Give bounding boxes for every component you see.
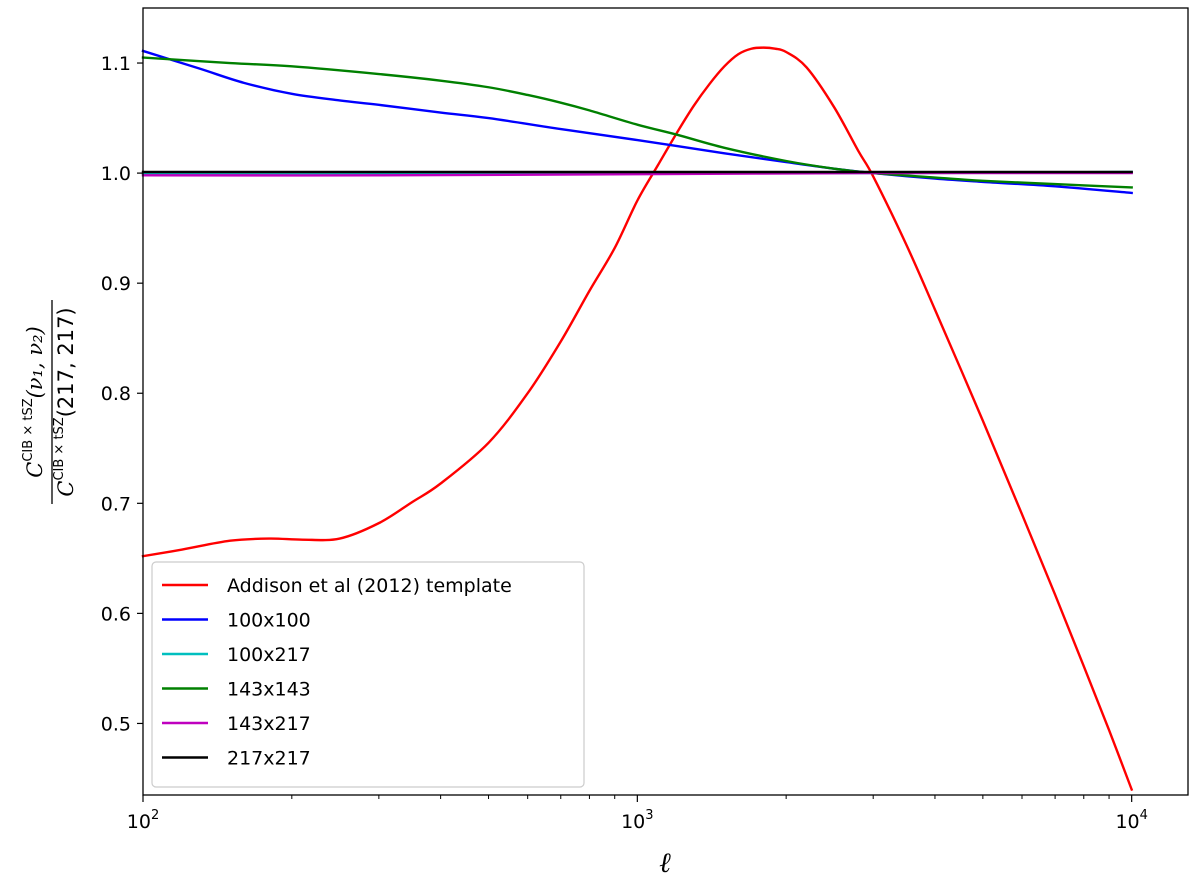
x-tick-label-0: 102	[127, 808, 159, 833]
legend-label-3: 143x143	[227, 679, 311, 701]
x-tick-label-2: 104	[1115, 808, 1147, 833]
y-label-denominator: CCIB × tSZ(217, 217)	[52, 307, 78, 496]
legend-label-4: 143x217	[227, 713, 311, 735]
y-label-den-args: (217, 217)	[54, 307, 78, 417]
y-tick-label-0: 0.5	[101, 713, 131, 735]
y-tick-label-3: 0.8	[101, 383, 131, 405]
legend-label-5: 217x217	[227, 748, 311, 770]
y-label-den-sup: CIB × tSZ	[52, 417, 67, 480]
svg-text:CCIB × tSZ(ν₁, ν₂): CCIB × tSZ(ν₁, ν₂)	[21, 326, 47, 477]
y-label-den-c: C	[54, 481, 78, 497]
x-tick-label-1: 103	[621, 808, 653, 833]
y-label-num-sup: CIB × tSZ	[21, 398, 36, 461]
legend-label-2: 100x217	[227, 644, 311, 666]
y-label-num-c: C	[23, 462, 47, 478]
ticks: 0.5 0.6 0.7 0.8 0.9 1.0 1.1 102 103 104	[101, 53, 1148, 833]
plot-lines	[141, 46, 1134, 792]
y-axis-label: CCIB × tSZ(ν₁, ν₂) CCIB × tSZ(217, 217)	[21, 300, 78, 504]
legend-label-1: 100x100	[227, 610, 311, 632]
y-label-numerator: CCIB × tSZ(ν₁, ν₂)	[21, 326, 47, 477]
y-tick-label-1: 0.6	[101, 603, 131, 625]
legend-label-0: Addison et al (2012) template	[227, 575, 512, 597]
legend: Addison et al (2012) template 100x100 100x…	[151, 561, 585, 788]
y-tick-label-2: 0.7	[101, 493, 131, 515]
y-tick-label-5: 1.0	[101, 163, 131, 185]
svg-text:CCIB × tSZ(217, 217): CCIB × tSZ(217, 217)	[52, 307, 78, 496]
y-label-num-args: (ν₁, ν₂)	[23, 326, 47, 398]
y-tick-label-4: 0.9	[101, 273, 131, 295]
x-axis-label: ℓ	[659, 846, 671, 879]
y-tick-label-6: 1.1	[101, 53, 131, 75]
legend-box	[151, 561, 585, 788]
series-line-3	[141, 56, 1133, 189]
series-line-0	[141, 46, 1134, 792]
plot-frame	[142, 7, 1189, 796]
